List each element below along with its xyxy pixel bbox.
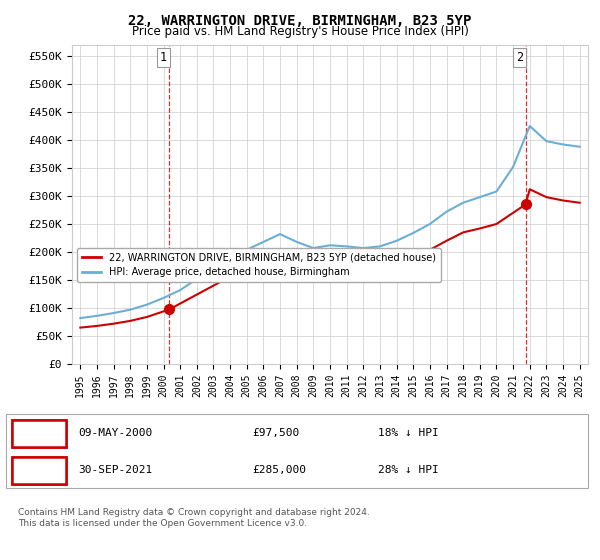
FancyBboxPatch shape <box>12 456 66 484</box>
Text: Contains HM Land Registry data © Crown copyright and database right 2024.
This d: Contains HM Land Registry data © Crown c… <box>18 508 370 528</box>
Text: 1: 1 <box>160 50 167 64</box>
Text: 2: 2 <box>35 464 43 477</box>
Legend: 22, WARRINGTON DRIVE, BIRMINGHAM, B23 5YP (detached house), HPI: Average price, : 22, WARRINGTON DRIVE, BIRMINGHAM, B23 5Y… <box>77 248 441 282</box>
Text: 28% ↓ HPI: 28% ↓ HPI <box>378 465 439 475</box>
Text: Price paid vs. HM Land Registry's House Price Index (HPI): Price paid vs. HM Land Registry's House … <box>131 25 469 38</box>
Text: 22, WARRINGTON DRIVE, BIRMINGHAM, B23 5YP: 22, WARRINGTON DRIVE, BIRMINGHAM, B23 5Y… <box>128 14 472 28</box>
FancyBboxPatch shape <box>12 419 66 447</box>
Text: 2: 2 <box>516 50 523 64</box>
Text: 30-SEP-2021: 30-SEP-2021 <box>78 465 152 475</box>
Text: £97,500: £97,500 <box>252 428 299 438</box>
FancyBboxPatch shape <box>12 419 66 447</box>
Text: 18% ↓ HPI: 18% ↓ HPI <box>378 428 439 438</box>
Text: 09-MAY-2000: 09-MAY-2000 <box>78 428 152 438</box>
FancyBboxPatch shape <box>6 414 588 488</box>
Text: 1: 1 <box>35 427 43 440</box>
Text: £285,000: £285,000 <box>252 465 306 475</box>
FancyBboxPatch shape <box>12 456 66 484</box>
